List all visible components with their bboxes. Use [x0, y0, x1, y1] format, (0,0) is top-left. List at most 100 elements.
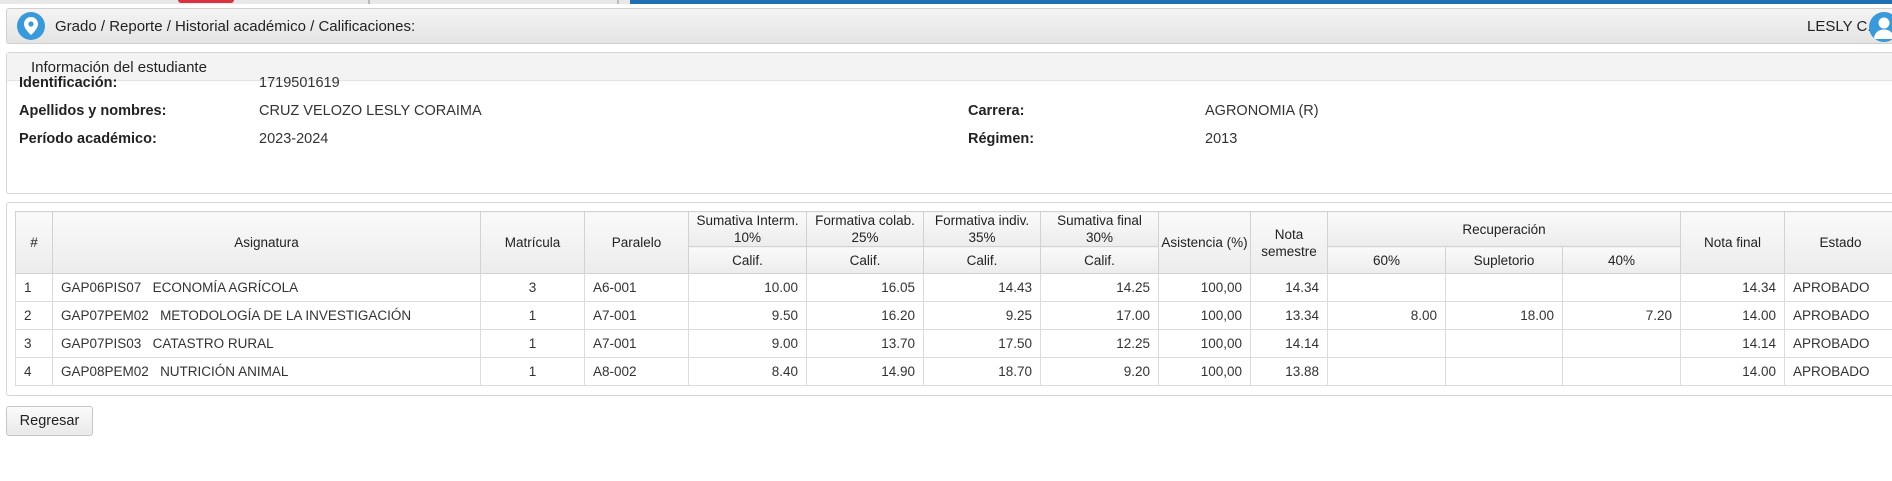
cell-rec-40: 7.20	[1562, 301, 1681, 330]
top-strip-separator	[368, 0, 370, 4]
col-header-enrollment: Matrícula	[480, 211, 585, 274]
career-value: AGRONOMIA (R)	[1205, 103, 1319, 119]
panel-header: Información del estudiante	[7, 53, 1892, 81]
col-header-sum-final: Sumativa final 30%	[1040, 211, 1159, 247]
table-row: 1 GAP06PIS07 ECONOMÍA AGRÍCOLA 3 A6-001 …	[15, 273, 1892, 302]
cell-sum-interm: 9.00	[688, 329, 807, 358]
cell-rec-60	[1327, 273, 1446, 302]
cell-parallel: A7-001	[584, 329, 689, 358]
name-label: Apellidos y nombres:	[19, 103, 167, 119]
top-strip-blue	[630, 0, 1892, 4]
cell-num: 1	[15, 273, 53, 302]
col-header-final-grade: Nota final	[1680, 211, 1785, 274]
col-subheader-supletorio: Supletorio	[1445, 246, 1563, 274]
career-label: Carrera:	[968, 103, 1025, 119]
subject-code: GAP07PEM02	[61, 308, 149, 323]
cell-num: 2	[15, 301, 53, 330]
col-header-parallel: Paralelo	[584, 211, 689, 274]
cell-sum-final: 14.25	[1040, 273, 1159, 302]
col-header-subject: Asignatura	[52, 211, 481, 274]
cell-attendance: 100,00	[1158, 273, 1251, 302]
cell-supletorio	[1445, 329, 1563, 358]
cell-attendance: 100,00	[1158, 329, 1251, 358]
cell-supletorio	[1445, 273, 1563, 302]
breadcrumb-bar: Grado / Reporte / Historial académico / …	[6, 8, 1892, 44]
cell-parallel: A7-001	[584, 301, 689, 330]
col-header-attendance: Asistencia (%)	[1158, 211, 1251, 274]
grades-panel: # Asignatura Matrícula Paralelo Sumativa…	[6, 202, 1892, 396]
grades-table: # Asignatura Matrícula Paralelo Sumativa…	[15, 211, 1892, 386]
cell-sum-final: 12.25	[1040, 329, 1159, 358]
regime-label: Régimen:	[968, 131, 1035, 147]
cell-subject: GAP07PIS03 CATASTRO RURAL	[52, 329, 481, 358]
top-strip	[0, 0, 1892, 4]
cell-supletorio	[1445, 357, 1563, 386]
cell-form-indiv: 17.50	[923, 329, 1041, 358]
cell-enrollment: 1	[480, 301, 585, 330]
col-header-semester-grade: Nota semestre	[1250, 211, 1328, 274]
col-subheader-calif: Calif.	[806, 246, 924, 274]
top-strip-red	[178, 0, 234, 3]
cell-semester-grade: 13.34	[1250, 301, 1328, 330]
cell-enrollment: 3	[480, 273, 585, 302]
cell-num: 4	[15, 357, 53, 386]
period-label: Período académico:	[19, 131, 157, 147]
cell-sum-interm: 8.40	[688, 357, 807, 386]
cell-status: APROBADO	[1784, 357, 1892, 386]
cell-subject: GAP07PEM02 METODOLOGÍA DE LA INVESTIGACI…	[52, 301, 481, 330]
regime-value: 2013	[1205, 131, 1238, 147]
cell-sum-final: 17.00	[1040, 301, 1159, 330]
name-value: CRUZ VELOZO LESLY CORAIMA	[259, 103, 482, 119]
col-header-num: #	[15, 211, 53, 274]
cell-status: APROBADO	[1784, 329, 1892, 358]
cell-form-colab: 14.90	[806, 357, 924, 386]
top-strip-separator	[617, 0, 619, 4]
cell-semester-grade: 14.34	[1250, 273, 1328, 302]
table-row: 4 GAP08PEM02 NUTRICIÓN ANIMAL 1 A8-002 8…	[15, 357, 1892, 386]
col-subheader-calif: Calif.	[688, 246, 807, 274]
cell-form-colab: 16.05	[806, 273, 924, 302]
cell-status: APROBADO	[1784, 273, 1892, 302]
subject-code: GAP07PIS03	[61, 336, 142, 351]
cell-sum-interm: 10.00	[688, 273, 807, 302]
student-info-panel: Información del estudiante Identificació…	[6, 52, 1892, 194]
cell-rec-60	[1327, 329, 1446, 358]
panel-title: Información del estudiante	[31, 59, 207, 76]
cell-parallel: A8-002	[584, 357, 689, 386]
cell-sum-interm: 9.50	[688, 301, 807, 330]
table-row: 2 GAP07PEM02 METODOLOGÍA DE LA INVESTIGA…	[15, 301, 1892, 330]
cell-form-indiv: 14.43	[923, 273, 1041, 302]
cell-enrollment: 1	[480, 329, 585, 358]
cell-rec-40	[1562, 273, 1681, 302]
user-avatar-icon[interactable]	[1869, 12, 1892, 42]
cell-status: APROBADO	[1784, 301, 1892, 330]
id-label: Identificación:	[19, 75, 118, 91]
cell-rec-60	[1327, 357, 1446, 386]
subject-code: GAP06PIS07	[61, 280, 142, 295]
subject-name: METODOLOGÍA DE LA INVESTIGACIÓN	[160, 308, 412, 323]
cell-sum-final: 9.20	[1040, 357, 1159, 386]
cell-semester-grade: 13.88	[1250, 357, 1328, 386]
table-row: 3 GAP07PIS03 CATASTRO RURAL 1 A7-001 9.0…	[15, 329, 1892, 358]
col-header-status: Estado	[1784, 211, 1892, 274]
cell-rec-40	[1562, 329, 1681, 358]
map-pin-icon	[17, 12, 45, 40]
back-button[interactable]: Regresar	[6, 406, 93, 436]
cell-final-grade: 14.14	[1680, 329, 1785, 358]
cell-attendance: 100,00	[1158, 301, 1251, 330]
cell-final-grade: 14.34	[1680, 273, 1785, 302]
cell-semester-grade: 14.14	[1250, 329, 1328, 358]
cell-supletorio: 18.00	[1445, 301, 1563, 330]
cell-rec-40	[1562, 357, 1681, 386]
col-subheader-calif: Calif.	[1040, 246, 1159, 274]
col-subheader-rec-40: 40%	[1562, 246, 1681, 274]
user-name[interactable]: LESLY C.	[1807, 18, 1872, 35]
col-header-sum-interm: Sumativa Interm. 10%	[688, 211, 807, 247]
col-header-form-indiv: Formativa indiv. 35%	[923, 211, 1041, 247]
cell-subject: GAP08PEM02 NUTRICIÓN ANIMAL	[52, 357, 481, 386]
id-value: 1719501619	[259, 75, 340, 91]
cell-form-colab: 13.70	[806, 329, 924, 358]
subject-code: GAP08PEM02	[61, 364, 149, 379]
subject-name: ECONOMÍA AGRÍCOLA	[152, 280, 299, 295]
cell-subject: GAP06PIS07 ECONOMÍA AGRÍCOLA	[52, 273, 481, 302]
